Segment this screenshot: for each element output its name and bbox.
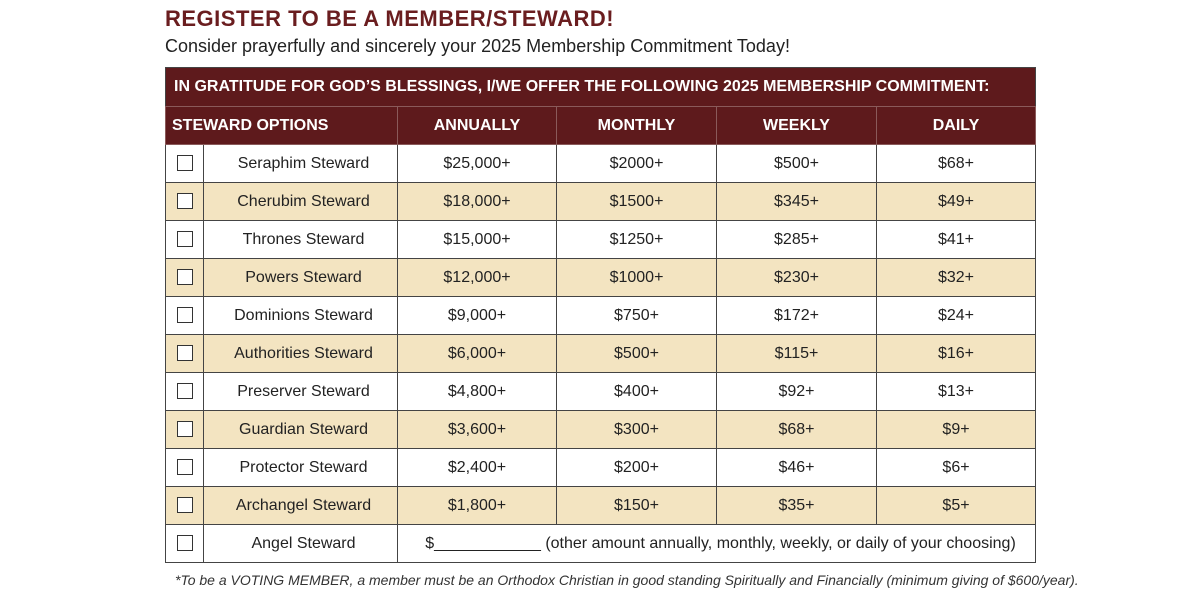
amount: $750+ [556, 296, 717, 335]
checkbox-cell [165, 486, 204, 525]
amount: $230+ [716, 258, 877, 297]
amount: $1500+ [556, 182, 717, 221]
checkbox-cell [165, 372, 204, 411]
amount: $345+ [716, 182, 877, 221]
footnote: *To be a VOTING MEMBER, a member must be… [175, 572, 1079, 588]
checkbox[interactable] [176, 345, 193, 362]
banner-row: IN GRATITUDE FOR GOD’S BLESSINGS, I/WE O… [165, 67, 1036, 107]
checkbox-cell [165, 258, 204, 297]
steward-name: Seraphim Steward [203, 144, 398, 183]
column-header: MONTHLY [556, 106, 717, 145]
amount: $41+ [876, 220, 1036, 259]
amount: $1000+ [556, 258, 717, 297]
checkbox[interactable] [176, 307, 193, 324]
amount: $2000+ [556, 144, 717, 183]
checkbox[interactable] [176, 155, 193, 172]
amount: $1,800+ [397, 486, 557, 525]
checkbox[interactable] [176, 497, 193, 514]
title: REGISTER TO BE A MEMBER/STEWARD! [165, 6, 615, 31]
amount: $18,000+ [397, 182, 557, 221]
amount: $500+ [556, 334, 717, 373]
steward-row: Powers Steward $12,000+ $1000+ $230+ $32+ [165, 258, 1036, 297]
steward-name: Guardian Steward [203, 410, 398, 449]
amount: $49+ [876, 182, 1036, 221]
commitment-table: IN GRATITUDE FOR GOD’S BLESSINGS, I/WE O… [165, 67, 1036, 563]
checkbox[interactable] [176, 421, 193, 438]
steward-name: Authorities Steward [203, 334, 398, 373]
checkbox-cell [165, 524, 204, 563]
other-amount: $____________ (other amount annually, mo… [397, 524, 1036, 563]
amount: $150+ [556, 486, 717, 525]
steward-name: Powers Steward [203, 258, 398, 297]
steward-row: Guardian Steward $3,600+ $300+ $68+ $9+ [165, 410, 1036, 449]
checkbox[interactable] [176, 231, 193, 248]
amount: $1250+ [556, 220, 717, 259]
steward-name: Protector Steward [203, 448, 398, 487]
checkbox[interactable] [176, 535, 193, 552]
amount: $6+ [876, 448, 1036, 487]
amount: $35+ [716, 486, 877, 525]
steward-row: Thrones Steward $15,000+ $1250+ $285+ $41+ [165, 220, 1036, 259]
amount: $6,000+ [397, 334, 557, 373]
checkbox-cell [165, 182, 204, 221]
checkbox-cell [165, 296, 204, 335]
steward-row: Dominions Steward $9,000+ $750+ $172+ $24+ [165, 296, 1036, 335]
amount: $4,800+ [397, 372, 557, 411]
amount: $300+ [556, 410, 717, 449]
amount: $2,400+ [397, 448, 557, 487]
amount: $5+ [876, 486, 1036, 525]
amount: $13+ [876, 372, 1036, 411]
checkbox[interactable] [176, 269, 193, 286]
amount: $16+ [876, 334, 1036, 373]
amount: $285+ [716, 220, 877, 259]
subtitle: Consider prayerfully and sincerely your … [165, 36, 790, 56]
checkbox[interactable] [176, 459, 193, 476]
steward-name: Archangel Steward [203, 486, 398, 525]
steward-name: Cherubim Steward [203, 182, 398, 221]
steward-name: Angel Steward [203, 524, 398, 563]
steward-row: Archangel Steward $1,800+ $150+ $35+ $5+ [165, 486, 1036, 525]
checkbox-cell [165, 144, 204, 183]
column-header: STEWARD OPTIONS [165, 106, 398, 145]
amount: $68+ [876, 144, 1036, 183]
amount: $68+ [716, 410, 877, 449]
amount: $92+ [716, 372, 877, 411]
amount: $500+ [716, 144, 877, 183]
amount: $9,000+ [397, 296, 557, 335]
banner: IN GRATITUDE FOR GOD’S BLESSINGS, I/WE O… [165, 67, 1036, 107]
checkbox-cell [165, 334, 204, 373]
amount: $46+ [716, 448, 877, 487]
steward-row: Angel Steward $____________ (other amount… [165, 524, 1036, 563]
header-row: STEWARD OPTIONS ANNUALLY MONTHLY WEEKLY DAIL… [165, 106, 1036, 145]
amount: $24+ [876, 296, 1036, 335]
column-header: ANNUALLY [397, 106, 557, 145]
steward-row: Cherubim Steward $18,000+ $1500+ $345+ $49+ [165, 182, 1036, 221]
amount: $15,000+ [397, 220, 557, 259]
column-header: DAILY [876, 106, 1036, 145]
steward-row: Protector Steward $2,400+ $200+ $46+ $6+ [165, 448, 1036, 487]
steward-name: Dominions Steward [203, 296, 398, 335]
amount: $25,000+ [397, 144, 557, 183]
steward-row: Authorities Steward $6,000+ $500+ $115+ $16+ [165, 334, 1036, 373]
amount: $12,000+ [397, 258, 557, 297]
amount: $9+ [876, 410, 1036, 449]
steward-row: Preserver Steward $4,800+ $400+ $92+ $13+ [165, 372, 1036, 411]
amount: $172+ [716, 296, 877, 335]
amount: $400+ [556, 372, 717, 411]
amount: $32+ [876, 258, 1036, 297]
column-header: WEEKLY [716, 106, 877, 145]
amount: $115+ [716, 334, 877, 373]
checkbox-cell [165, 410, 204, 449]
amount: $3,600+ [397, 410, 557, 449]
checkbox[interactable] [176, 193, 193, 210]
checkbox-cell [165, 448, 204, 487]
steward-row: Seraphim Steward $25,000+ $2000+ $500+ $68+ [165, 144, 1036, 183]
amount: $200+ [556, 448, 717, 487]
steward-name: Preserver Steward [203, 372, 398, 411]
checkbox[interactable] [176, 383, 193, 400]
steward-name: Thrones Steward [203, 220, 398, 259]
checkbox-cell [165, 220, 204, 259]
